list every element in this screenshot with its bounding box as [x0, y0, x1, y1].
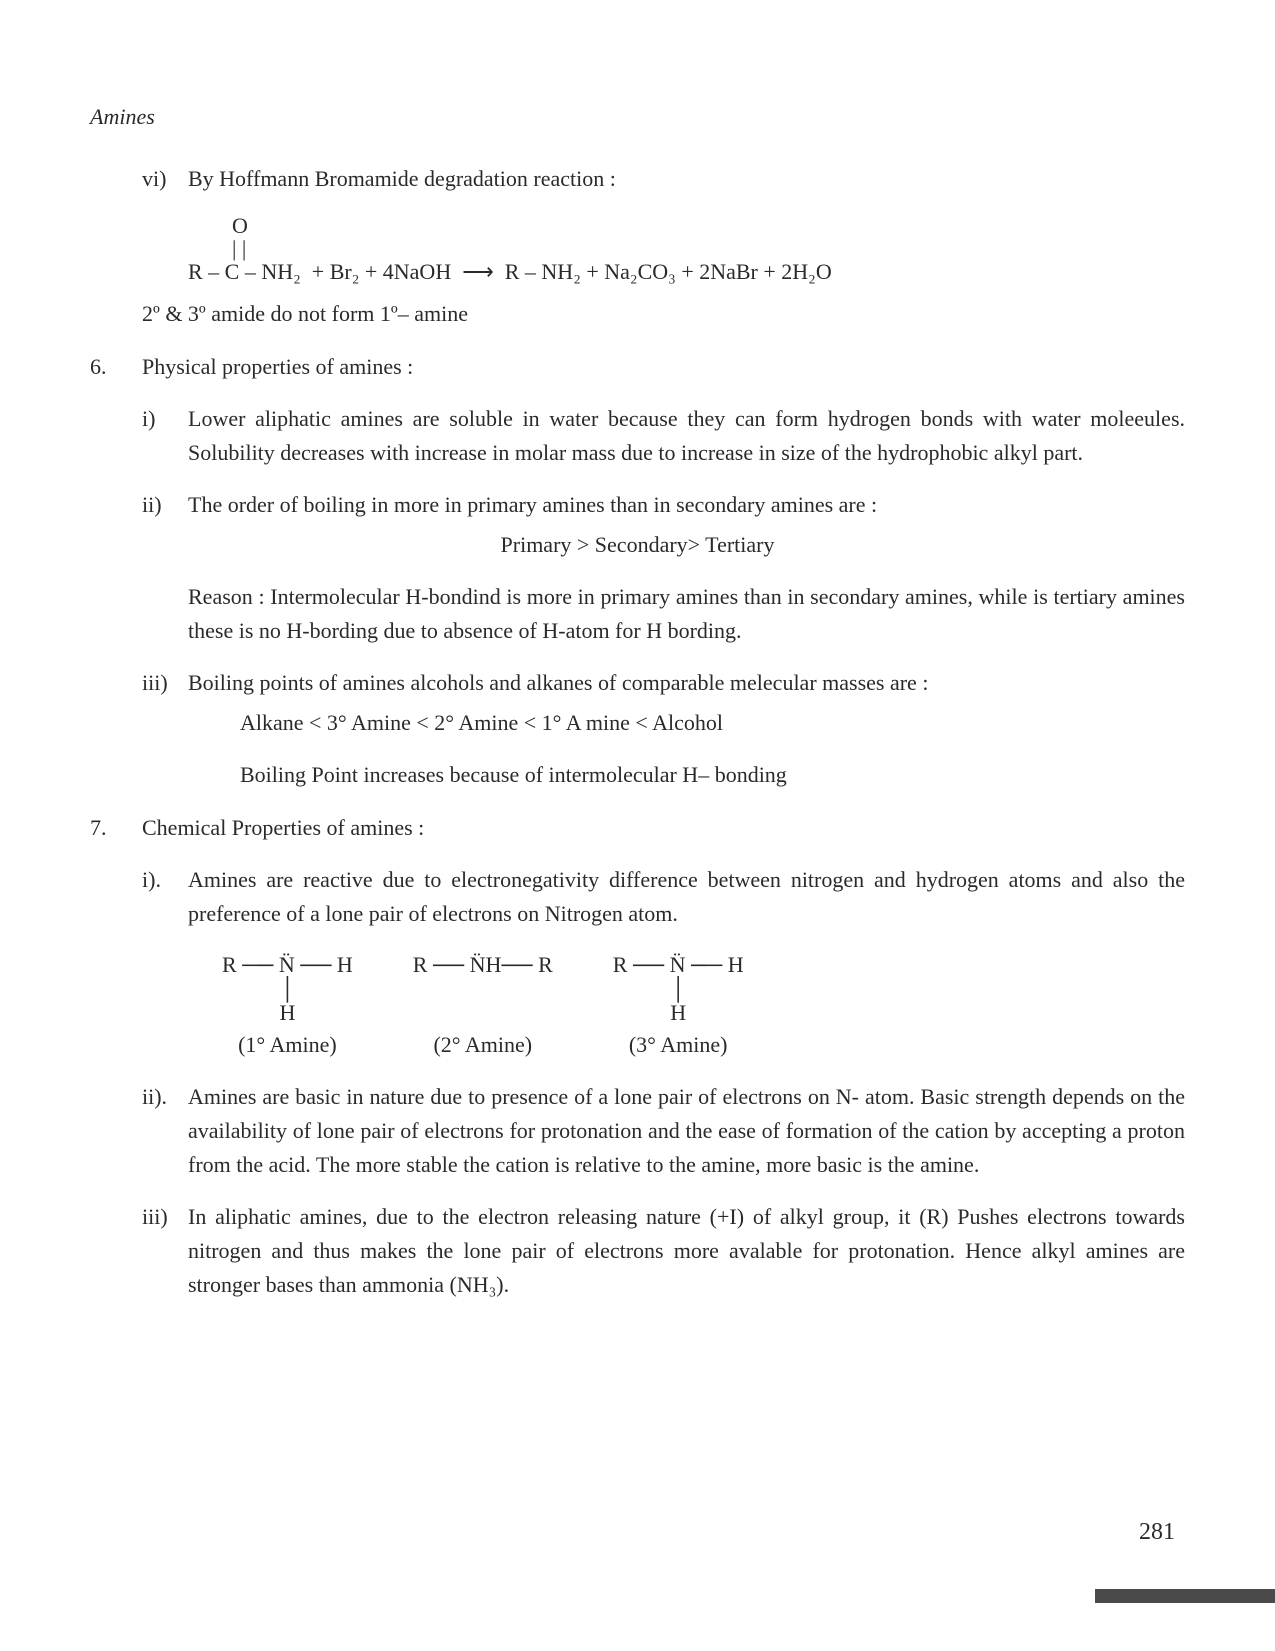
section-6-heading-row: 6. Physical properties of amines : [90, 350, 1185, 384]
item-vi-marker: vi) [142, 162, 188, 196]
footer-bar [1095, 1589, 1275, 1603]
item-vi-text: By Hoffmann Bromamide degradation reacti… [188, 162, 1185, 196]
section-6-iii-note: Boiling Point increases because of inter… [240, 758, 1185, 792]
amine1-bot: H [279, 1001, 295, 1025]
secondary-amine: R ── N̈H── R (2° Amine) [413, 953, 553, 1058]
section-6-heading: Physical properties of amines : [142, 350, 1185, 384]
chapter-header: Amines [90, 100, 1185, 134]
eq-line2: | | [188, 236, 246, 261]
tertiary-amine: R ── N̈ ── H │ H (3° Amine) [613, 953, 744, 1058]
amine-structures: R ── N̈ ── H │ H (1° Amine) R ── N̈H── R… [222, 953, 1185, 1058]
section-7-marker: 7. [90, 811, 142, 845]
amine1-label: (1° Amine) [238, 1033, 337, 1057]
section-7-iii-marker: iii) [142, 1200, 188, 1302]
page-number: 281 [1139, 1514, 1175, 1551]
primary-amine: R ── N̈ ── H │ H (1° Amine) [222, 953, 353, 1058]
section-6-i-marker: i) [142, 402, 188, 470]
amine3-bot: H [670, 1001, 686, 1025]
page: Amines vi) By Hoffmann Bromamide degrada… [0, 0, 1275, 1651]
section-7-ii-text: Amines are basic in nature due to presen… [188, 1080, 1185, 1182]
eq-line3: R – C – NH₂ + Br₂ + 4NaOH ⟶ R – NH₂ + Na… [188, 259, 832, 284]
section-6-i-text: Lower aliphatic amines are soluble in wa… [188, 402, 1185, 470]
amine2-spacer1 [480, 977, 486, 1001]
amine3-top: R ── N̈ ── H [613, 953, 744, 977]
section-6-iii-marker: iii) [142, 666, 188, 700]
eq-line1: O [188, 213, 248, 238]
section-6-iii-text: Boiling points of amines alcohols and al… [188, 666, 1185, 700]
section-7-i-text: Amines are reactive due to electronegati… [188, 863, 1185, 931]
section-7-iii: iii) In aliphatic amines, due to the ele… [142, 1200, 1185, 1302]
section-6-marker: 6. [90, 350, 142, 384]
amine1-top: R ── N̈ ── H [222, 953, 353, 977]
section-7-ii: ii). Amines are basic in nature due to p… [142, 1080, 1185, 1182]
section-6-iii: iii) Boiling points of amines alcohols a… [142, 666, 1185, 700]
hoffmann-equation: O | | R – C – NH₂ + Br₂ + 4NaOH ⟶ R – NH… [188, 214, 1185, 283]
section-6-ii-marker: ii) [142, 488, 188, 522]
amine3-label: (3° Amine) [629, 1033, 728, 1057]
section-6-ii: ii) The order of boiling in more in prim… [142, 488, 1185, 522]
amine2-top: R ── N̈H── R [413, 953, 553, 977]
section-6-ii-text: The order of boiling in more in primary … [188, 488, 1185, 522]
amine2-spacer2 [480, 1001, 486, 1025]
section-6-iii-order: Alkane < 3° Amine < 2° Amine < 1° A mine… [240, 706, 1185, 740]
amine1-mid: │ [280, 977, 296, 1001]
section-7-heading-row: 7. Chemical Properties of amines : [90, 811, 1185, 845]
item-vi-note: 2º & 3º amide do not form 1º– amine [142, 297, 1185, 331]
section-7-heading: Chemical Properties of amines : [142, 811, 1185, 845]
section-7-i-marker: i). [142, 863, 188, 931]
section-7-iii-text: In aliphatic amines, due to the electron… [188, 1200, 1185, 1302]
amine3-mid: │ [670, 977, 686, 1001]
section-6-ii-center: Primary > Secondary> Tertiary [90, 528, 1185, 562]
item-vi-row: vi) By Hoffmann Bromamide degradation re… [142, 162, 1185, 196]
amine2-label: (2° Amine) [433, 1033, 532, 1057]
section-7-ii-marker: ii). [142, 1080, 188, 1182]
section-6-i: i) Lower aliphatic amines are soluble in… [142, 402, 1185, 470]
section-7-i: i). Amines are reactive due to electrone… [142, 863, 1185, 931]
section-6-ii-reason: Reason : Intermolecular H-bondind is mor… [188, 580, 1185, 648]
